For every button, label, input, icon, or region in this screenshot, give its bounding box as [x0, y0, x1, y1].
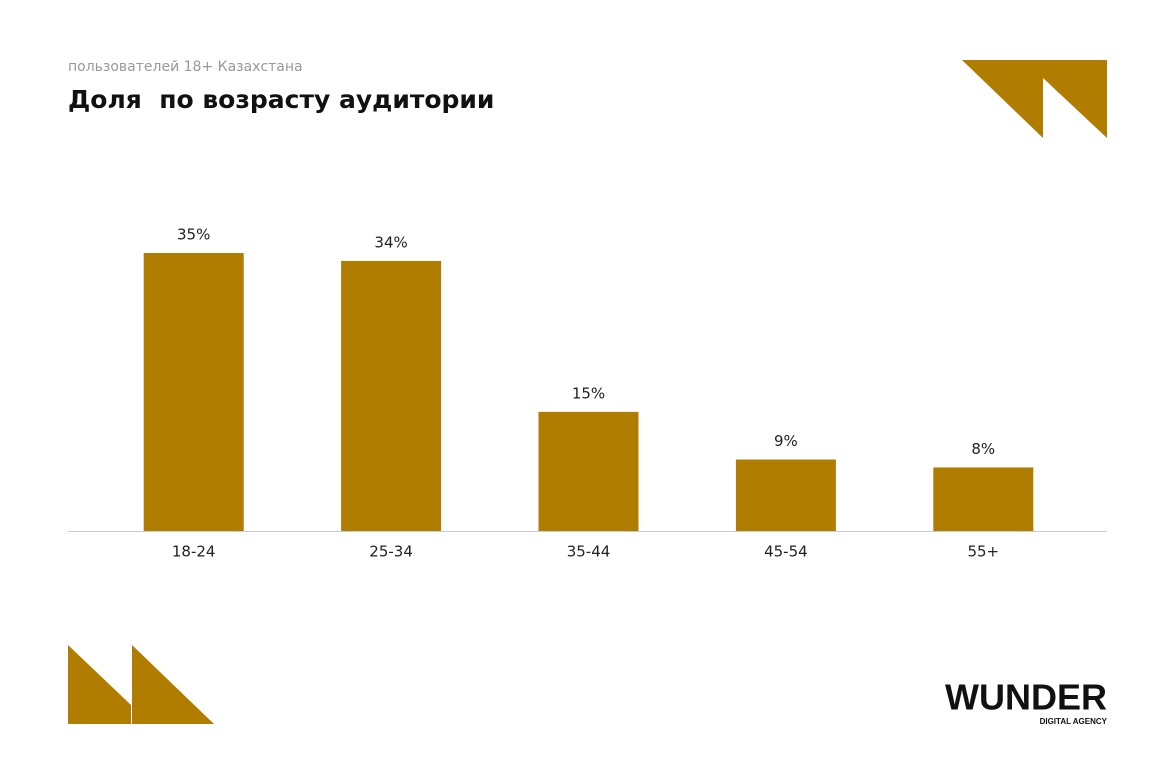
bar — [735, 459, 836, 531]
decor-triangle — [962, 60, 1043, 138]
value-label: 8% — [971, 440, 995, 458]
value-label: 15% — [572, 384, 605, 402]
bar — [933, 467, 1034, 531]
bar — [538, 411, 639, 531]
decor-bottom — [68, 645, 214, 724]
chart-title: Доля по возрасту аудитории — [68, 85, 494, 114]
decor-triangle — [1043, 60, 1107, 138]
x-tick-label: 25-34 — [369, 543, 413, 561]
value-label: 35% — [177, 226, 210, 244]
decor-triangle — [68, 645, 131, 724]
x-tick-label: 45-54 — [764, 543, 808, 561]
x-tick-label: 18-24 — [172, 543, 216, 561]
x-tick-label: 35-44 — [567, 543, 611, 561]
decor-triangle — [132, 645, 214, 724]
value-label: 9% — [774, 432, 798, 450]
bar — [341, 260, 442, 531]
chart-subtitle: пользователей 18+ Казахстана — [68, 59, 303, 75]
decor-top — [962, 60, 1107, 138]
value-label: 34% — [374, 233, 407, 251]
x-tick-label: 55+ — [967, 543, 999, 561]
logo-name: WUNDER — [945, 677, 1107, 718]
logo-tagline: DIGITAL AGENCY — [1040, 717, 1108, 726]
bar — [143, 253, 244, 531]
